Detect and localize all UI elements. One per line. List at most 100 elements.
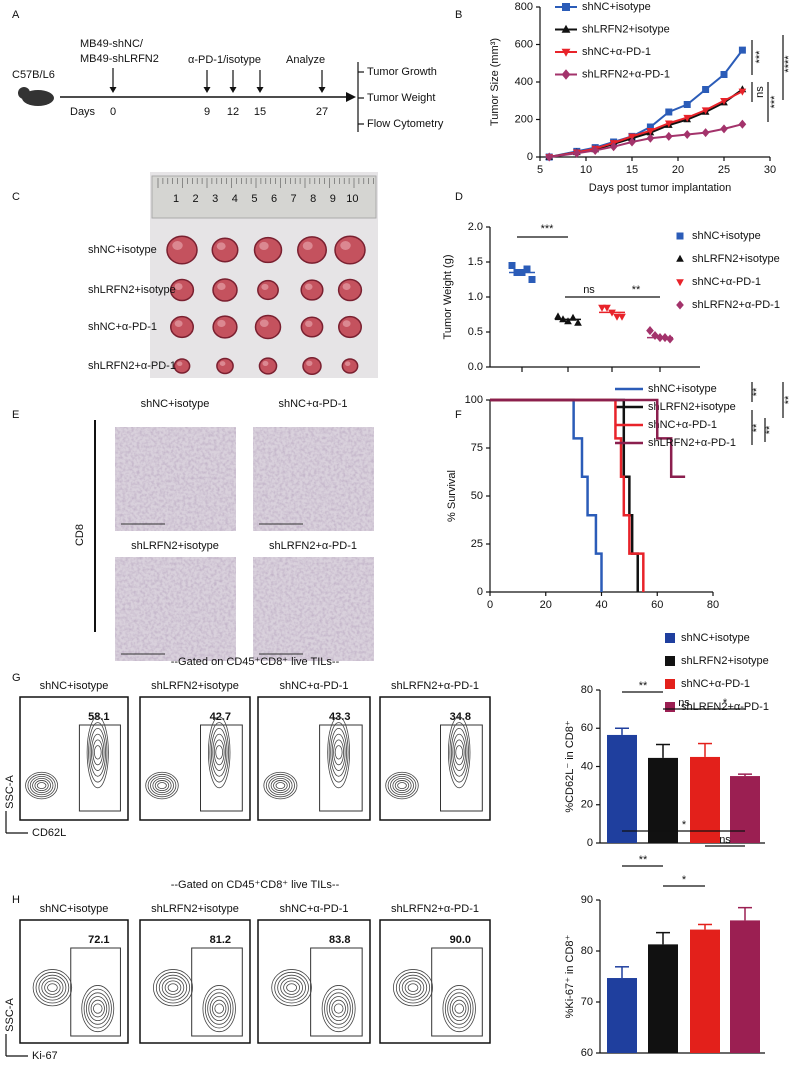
significance-label: **** (783, 55, 791, 73)
significance-label: ns (719, 834, 731, 846)
contour (154, 780, 170, 792)
significance-label: ns (583, 284, 595, 296)
contour (331, 733, 346, 771)
y-tick-label: 600 (515, 38, 533, 50)
point (609, 142, 618, 152)
contour (275, 782, 286, 790)
point (628, 137, 636, 147)
y-tick-label: 40 (581, 760, 593, 772)
cells-label: MB49-shLRFN2 (80, 53, 159, 65)
y-tick-label: 60 (581, 1047, 593, 1059)
contour (83, 988, 112, 1029)
y-tick-label: 90 (581, 894, 593, 906)
flow-y-label: SSC-A (4, 998, 16, 1032)
contour (207, 992, 232, 1025)
point (720, 124, 728, 134)
gate (310, 947, 363, 1037)
contour (155, 971, 191, 1004)
contour (164, 980, 182, 995)
ruler-number: 6 (271, 193, 277, 205)
flow-subtitle: --Gated on CD45⁺CD8⁺ live TILs-- (171, 656, 340, 668)
treatment-label: α-PD-1/isotype (188, 54, 261, 66)
readout-label: Tumor Growth (367, 66, 437, 78)
contour (321, 985, 356, 1033)
contour (280, 977, 303, 998)
x-tick-label: 80 (707, 599, 719, 611)
bar (648, 944, 678, 1053)
contour (86, 716, 109, 789)
tumor (173, 358, 191, 374)
contour (324, 988, 354, 1029)
legend-label: shNC+isotype (681, 632, 750, 644)
gate (440, 724, 483, 812)
point (613, 313, 621, 321)
y-tick-label: 100 (465, 394, 483, 406)
ruler-number: 5 (251, 193, 257, 205)
readout-label: Tumor Weight (367, 92, 435, 104)
point (738, 46, 746, 54)
flow-box (139, 696, 251, 821)
flow-box (379, 696, 491, 821)
legend-marker (562, 3, 570, 11)
contour (270, 778, 291, 794)
tumor (216, 357, 234, 375)
tumor (170, 315, 194, 339)
gate-value: 90.0 (450, 934, 471, 946)
bar (730, 776, 760, 843)
tumor (258, 357, 278, 375)
flow-title: shNC+α-PD-1 (279, 903, 348, 915)
legend-marker (676, 279, 684, 287)
contour (387, 773, 417, 798)
contour (442, 985, 476, 1033)
x-tick-label: 30 (764, 164, 776, 176)
contour (32, 778, 52, 794)
point (603, 304, 611, 312)
point (738, 119, 747, 129)
series-line (549, 90, 743, 158)
significance-label: * (682, 819, 687, 831)
point (564, 317, 572, 325)
point (702, 86, 710, 93)
legend-label: shNC+isotype (648, 383, 717, 395)
readout-label: Flow Cytometry (367, 118, 444, 130)
series-line (549, 88, 743, 158)
panel-label: H (12, 894, 20, 906)
legend-marker (561, 24, 571, 33)
point (646, 326, 654, 336)
legend-label: shLRFN2+α-PD-1 (692, 299, 780, 311)
flow-title: shNC+isotype (40, 903, 109, 915)
panel-label: B (455, 9, 462, 21)
cells-label: MB49-shNC/ (80, 38, 144, 50)
panel-label: C (12, 191, 20, 203)
contour (444, 988, 474, 1029)
contour (41, 977, 64, 998)
tumor (337, 278, 363, 302)
point (618, 313, 626, 321)
legend-label: shLRFN2+isotype (648, 401, 736, 413)
bar (607, 978, 637, 1053)
contour (209, 722, 229, 783)
series-line (549, 49, 744, 158)
y-tick-label: 60 (581, 722, 593, 734)
tumor-shade (219, 361, 226, 366)
day-label: 15 (254, 106, 266, 118)
contour (93, 1003, 103, 1014)
tumor-shade (342, 283, 351, 290)
legend-marker (676, 300, 684, 310)
contour (158, 974, 188, 1001)
x-axis-label: Days post tumor implantation (589, 182, 731, 194)
gate (200, 724, 243, 812)
y-axis-label: Tumor Size (mm³) (489, 38, 501, 126)
x-tick-label: 20 (540, 599, 552, 611)
gate-value: 83.8 (329, 934, 350, 946)
tumor (254, 314, 282, 340)
point (738, 88, 747, 96)
point (683, 129, 692, 140)
contour (398, 974, 428, 1001)
ruler-number: 2 (193, 193, 199, 205)
ruler-number: 10 (346, 193, 358, 205)
bar (690, 929, 720, 1053)
contour (214, 1003, 224, 1014)
significance-label: ** (639, 680, 648, 692)
y-tick-label: 80 (581, 684, 593, 696)
